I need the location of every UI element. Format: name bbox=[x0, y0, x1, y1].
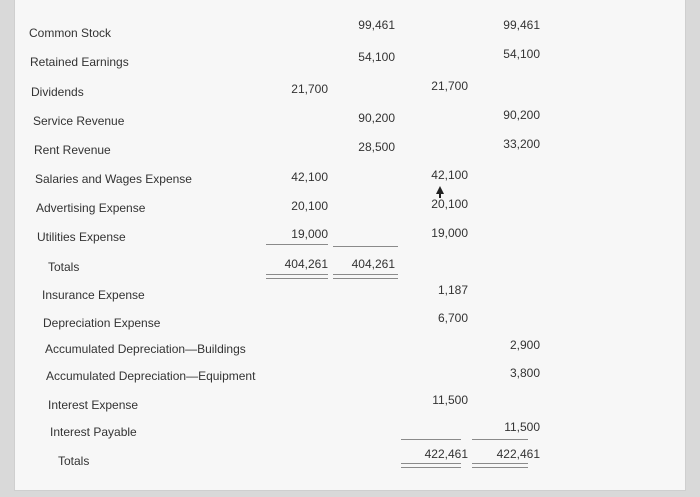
total-double-rule bbox=[333, 274, 398, 279]
subtotal-rule bbox=[333, 246, 398, 247]
worksheet: Common Stock 99,461 99,461 Retained Earn… bbox=[14, 0, 686, 491]
account-label: Interest Expense bbox=[48, 398, 139, 412]
account-label: Insurance Expense bbox=[42, 288, 145, 302]
debit-value: 20,100 bbox=[291, 199, 328, 213]
account-label: Advertising Expense bbox=[36, 201, 146, 215]
debit-value: 42,100 bbox=[291, 170, 328, 184]
credit-value: 3,800 bbox=[509, 366, 540, 380]
table-row: Rent Revenue 28,500 33,200 bbox=[15, 0, 685, 157]
subtotal-rule bbox=[266, 244, 328, 245]
table-row: Totals 404,261 404,261 bbox=[15, 0, 685, 274]
credit-value: 11,500 bbox=[504, 420, 540, 434]
table-row: Advertising Expense 20,100 20,100 bbox=[15, 0, 685, 215]
credit-value: 90,200 bbox=[358, 111, 395, 125]
debit-value: 11,500 bbox=[432, 393, 468, 407]
table-row: Salaries and Wages Expense 42,100 42,100 bbox=[15, 0, 685, 186]
credit-value: 2,900 bbox=[509, 338, 540, 352]
credit-value: 54,100 bbox=[503, 47, 540, 61]
credit-value: 99,461 bbox=[503, 18, 540, 32]
subtotal-rule bbox=[472, 439, 528, 440]
table-row: Dividends 21,700 21,700 bbox=[15, 0, 685, 99]
debit-value: 21,700 bbox=[291, 82, 328, 96]
account-label: Accumulated Depreciation—Buildings bbox=[45, 342, 246, 356]
subtotal-rule bbox=[401, 439, 461, 440]
account-label: Dividends bbox=[31, 85, 84, 99]
table-row: Utilities Expense 19,000 19,000 bbox=[15, 0, 685, 244]
table-row: Accumulated Depreciation—Buildings 2,900 bbox=[15, 0, 685, 356]
table-row: Insurance Expense 1,187 bbox=[15, 0, 685, 302]
totals-label: Totals bbox=[58, 454, 90, 468]
debit-value: 1,187 bbox=[437, 283, 468, 297]
credit-value: 90,200 bbox=[503, 108, 540, 122]
table-row: Totals 422,461 422,461 bbox=[15, 0, 685, 468]
debit-value: 42,100 bbox=[431, 168, 468, 182]
account-label: Interest Payable bbox=[50, 425, 137, 439]
table-row: Accumulated Depreciation—Equipment 3,800 bbox=[15, 0, 685, 383]
table-row: Common Stock 99,461 99,461 bbox=[15, 0, 685, 40]
total-debit: 422,461 bbox=[424, 447, 468, 461]
account-label: Rent Revenue bbox=[34, 143, 111, 157]
debit-value: 21,700 bbox=[431, 79, 468, 93]
totals-label: Totals bbox=[48, 260, 80, 274]
table-row: Retained Earnings 54,100 54,100 bbox=[15, 0, 685, 69]
credit-value: 54,100 bbox=[358, 50, 395, 64]
account-label: Accumulated Depreciation—Equipment bbox=[46, 369, 256, 383]
total-credit: 422,461 bbox=[496, 447, 540, 461]
total-double-rule bbox=[401, 463, 461, 468]
account-label: Salaries and Wages Expense bbox=[35, 172, 192, 186]
table-row: Interest Payable 11,500 bbox=[15, 0, 685, 439]
account-label: Common Stock bbox=[29, 26, 112, 40]
account-label: Retained Earnings bbox=[30, 55, 129, 69]
credit-value: 33,200 bbox=[503, 137, 540, 151]
debit-value: 20,100 bbox=[431, 197, 468, 211]
account-label: Service Revenue bbox=[33, 114, 125, 128]
account-label: Utilities Expense bbox=[37, 230, 126, 244]
debit-value: 19,000 bbox=[431, 226, 468, 240]
total-double-rule bbox=[266, 274, 328, 279]
table-row: Interest Expense 11,500 bbox=[15, 0, 685, 412]
table-row: Service Revenue 90,200 90,200 bbox=[15, 0, 685, 128]
mouse-cursor-icon bbox=[436, 186, 444, 198]
account-label: Depreciation Expense bbox=[43, 316, 161, 330]
total-double-rule bbox=[472, 463, 528, 468]
credit-value: 99,461 bbox=[358, 18, 395, 32]
table-row: Depreciation Expense 6,700 bbox=[15, 0, 685, 330]
debit-value: 6,700 bbox=[437, 311, 468, 325]
credit-value: 28,500 bbox=[358, 140, 395, 154]
total-credit: 404,261 bbox=[351, 257, 395, 271]
debit-value: 19,000 bbox=[291, 227, 328, 241]
total-debit: 404,261 bbox=[284, 257, 328, 271]
